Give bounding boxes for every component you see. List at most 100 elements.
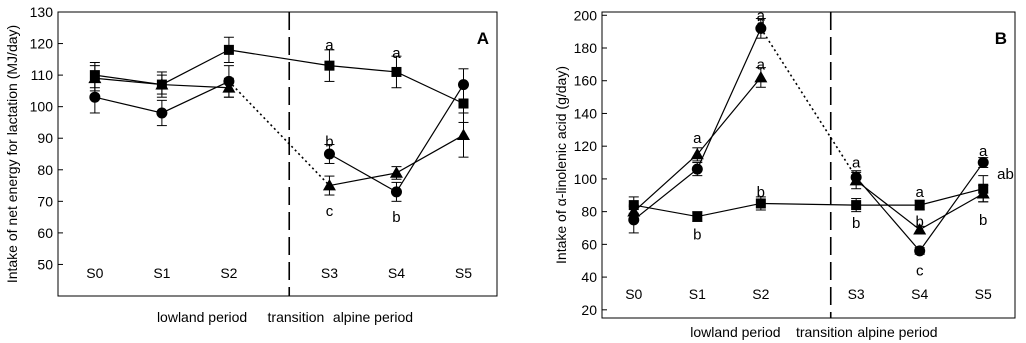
significance-letter: b [325,133,333,150]
significance-letter: c [916,263,924,280]
y-tick-label: 20 [581,302,597,318]
period-label: alpine period [333,309,413,325]
data-point [155,78,169,90]
panel-label: A [477,29,489,48]
data-point [914,245,926,257]
significance-letter: a [979,143,988,160]
data-point [755,198,766,209]
significance-letter: c [326,203,334,220]
significance-letter: b [852,215,860,232]
sampling-point-label: S0 [86,265,103,281]
data-point [977,157,989,169]
significance-letter: a [757,56,766,73]
data-point [627,205,641,217]
series-line [228,49,330,67]
data-point [323,148,335,160]
data-point [690,147,704,160]
series-line [760,202,857,206]
data-point [914,200,925,211]
sampling-point-label: S1 [153,265,170,281]
data-point [691,163,703,175]
significance-letter: a [693,130,702,147]
data-point [89,91,101,103]
data-point [849,174,863,186]
sampling-point-label: S5 [455,265,472,281]
data-point [851,200,862,211]
sampling-point-label: S3 [321,265,338,281]
chart-panel-a: 50 60 70 80 90 100 110 120 130 Intake of net ener… [4,4,498,325]
y-tick-label: 80 [581,204,597,220]
significance-letter: a [325,37,334,54]
y-tick-label: 180 [574,40,598,56]
significance-letter: b [979,212,987,229]
data-point [456,128,470,140]
sampling-point-label: S4 [388,265,405,281]
period-label: lowland period [157,309,247,325]
panel-label: B [995,29,1007,48]
significance-letter: b [916,213,924,230]
transition-link [228,80,331,187]
data-point [391,66,402,77]
sampling-point-label: S0 [625,286,642,302]
y-tick-label: 200 [574,7,598,23]
sampling-point-label: S5 [975,286,992,302]
data-point [88,71,102,84]
data-point [913,223,927,235]
sampling-point-label: S2 [220,265,237,281]
y-tick-label: 140 [574,105,598,121]
significance-letter: a [852,155,861,172]
y-tick-label: 60 [37,225,53,241]
data-point [222,81,236,93]
y-tick-label: 120 [574,138,598,154]
data-point [628,214,640,226]
y-tick-label: 50 [37,256,53,272]
data-point [976,187,990,199]
sampling-point-label: S4 [911,286,928,302]
y-tick-label: 100 [30,99,54,115]
y-tick-label: 100 [574,171,598,187]
significance-letter: a [757,14,766,31]
y-tick-label: 80 [37,162,53,178]
significance-letter: a [757,7,766,24]
sampling-point-label: S1 [689,286,706,302]
data-point [223,44,234,55]
series-triangle [627,67,990,235]
data-point [457,79,469,91]
significance-letter: b [757,184,765,201]
period-label: lowland period [690,324,780,340]
significance-letter: b [693,227,701,244]
data-point [324,60,335,71]
y-tick-label: 120 [30,36,54,52]
y-tick-label: 160 [574,73,598,89]
transition-link [760,27,857,178]
data-point [458,98,469,109]
y-tick-label: 70 [37,193,53,209]
significance-letter: a [916,184,925,201]
y-tick-label: 40 [581,269,597,285]
significance-letter: ab [997,166,1014,183]
period-label: transition [268,309,325,325]
significance-letter: b [392,209,400,226]
data-point [390,186,402,198]
data-point [322,179,336,191]
series-square [628,175,989,222]
y-tick-label: 60 [581,236,597,252]
data-point [156,107,168,119]
y-axis-label: Intake of α-linolenic acid (g/day) [553,66,569,264]
chart-panel-b: 20 40 60 80 100 120 140 160 180 200 Intake of α-li… [553,7,1016,340]
period-label: alpine period [857,324,937,340]
period-label: transition [796,324,853,340]
y-tick-label: 130 [30,4,54,20]
y-tick-label: 90 [37,130,53,146]
plot-frame [601,11,1016,319]
series-triangle [88,65,470,196]
sampling-point-label: S2 [752,286,769,302]
data-point [754,70,768,83]
significance-letter: a [392,45,401,62]
y-tick-label: 110 [31,67,54,83]
data-point [692,211,703,222]
plot-frame [57,11,498,297]
series-line [633,28,762,221]
y-axis-label: Intake of net energy for lactation (MJ/d… [4,25,20,283]
